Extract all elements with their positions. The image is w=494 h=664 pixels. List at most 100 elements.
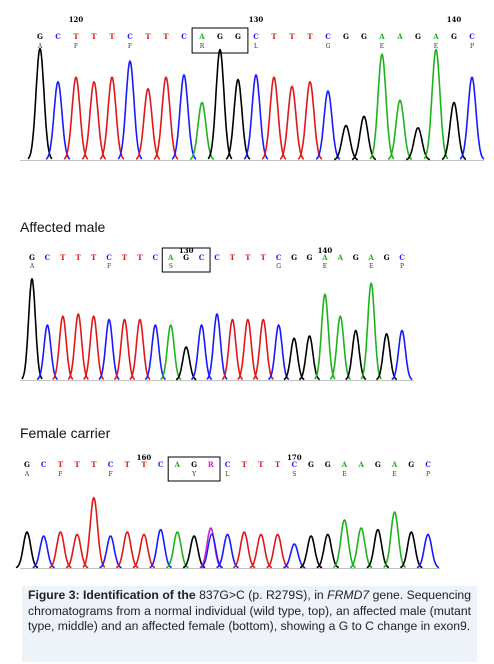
caption-body: gene. Sequencing chromatograms from a no…	[28, 588, 471, 633]
base-call: G	[451, 32, 457, 41]
position-number: 130	[249, 15, 264, 24]
base-call: G	[217, 32, 223, 41]
position-number: 130	[179, 246, 194, 255]
trace-peak	[283, 543, 306, 569]
secondary-call: E	[392, 471, 396, 478]
base-call: C	[325, 32, 331, 41]
base-call: T	[109, 32, 115, 41]
trace-peak	[243, 74, 269, 160]
panel-label-female-carrier: Female carrier	[20, 425, 111, 441]
base-call: C	[276, 253, 282, 262]
trace-peak	[129, 318, 151, 380]
trace-peak	[115, 531, 139, 569]
trace-peak	[315, 90, 341, 160]
base-call: G	[235, 32, 241, 41]
secondary-call: E	[342, 471, 346, 478]
base-call: G	[308, 460, 314, 469]
base-call: C	[55, 32, 61, 41]
position-number: 160	[137, 453, 152, 462]
trace-peak	[27, 47, 53, 160]
trace-peak	[441, 101, 467, 161]
trace-peak	[345, 329, 367, 381]
trace-peak	[82, 496, 106, 568]
trace-peak	[182, 535, 206, 569]
base-call: C	[425, 460, 431, 469]
secondary-call: F	[107, 263, 111, 270]
base-call: T	[275, 460, 281, 469]
trace-peak	[391, 329, 413, 381]
base-call: T	[73, 32, 79, 41]
base-call: T	[91, 253, 97, 262]
trace-peak	[175, 346, 197, 381]
trace-peak	[165, 531, 189, 569]
secondary-call: P	[426, 471, 430, 478]
base-call: A	[396, 32, 403, 41]
base-call: T	[91, 32, 97, 41]
base-call: A	[341, 460, 348, 469]
base-call: T	[145, 32, 151, 41]
trace-peak	[232, 531, 256, 569]
trace-peak	[15, 531, 39, 569]
base-call: A	[391, 460, 398, 469]
trace-peak	[32, 535, 55, 569]
position-number: 120	[69, 15, 84, 24]
base-call: T	[60, 253, 66, 262]
secondary-call: P	[400, 263, 404, 270]
base-call: C	[106, 253, 112, 262]
base-call: A	[357, 460, 364, 469]
trace-peak-secondary	[200, 533, 224, 569]
base-call: T	[271, 32, 277, 41]
base-call: A	[378, 32, 385, 41]
caption-gene: FRMD7	[327, 588, 370, 602]
base-call: G	[37, 32, 43, 41]
chromatogram-wild-type: G C T T T C T T C A G G C T T T C G G A A G A G C A F F R L G E E P 120 130…	[0, 0, 494, 170]
trace-peak	[149, 528, 173, 569]
trace-peak	[423, 48, 449, 160]
secondary-call: S	[292, 471, 296, 478]
trace-peak	[21, 277, 43, 380]
trace-peak	[283, 337, 305, 381]
trace-peak	[387, 99, 413, 160]
trace-peak	[266, 533, 289, 569]
trace-peak	[297, 81, 323, 160]
trace-peak	[99, 535, 122, 569]
trace-peak	[369, 53, 395, 160]
base-call: A	[337, 253, 344, 262]
base-call: G	[183, 253, 189, 262]
trace-peak	[153, 76, 179, 160]
base-call: C	[45, 253, 51, 262]
base-call: T	[258, 460, 264, 469]
base-call: G	[384, 253, 390, 262]
position-number: 140	[447, 15, 462, 24]
trace-peak	[366, 528, 390, 569]
secondary-call: A	[24, 471, 30, 478]
caption-mutation: 837G>C (p. R279S), in	[199, 588, 328, 602]
trace-peak	[117, 60, 143, 160]
base-call: T	[58, 460, 64, 469]
base-call: T	[163, 32, 169, 41]
trace-peak	[349, 527, 373, 569]
secondary-call: G	[326, 43, 331, 50]
base-call: G	[29, 253, 35, 262]
trace-peak	[52, 315, 74, 380]
base-call: G	[191, 460, 197, 469]
base-call: G	[343, 32, 349, 41]
base-call: T	[230, 253, 236, 262]
base-call: C	[181, 32, 187, 41]
trace-peak	[299, 535, 323, 569]
secondary-call: E	[369, 263, 373, 270]
secondary-call: E	[434, 43, 438, 50]
secondary-call: F	[108, 471, 112, 478]
mutation-highlight-box	[191, 27, 249, 54]
secondary-call: R	[200, 43, 205, 50]
trace-peak	[67, 313, 89, 380]
mutation-highlight-box	[161, 247, 211, 273]
trace-peak	[314, 293, 336, 380]
base-call: C	[292, 460, 298, 469]
trace-peak	[82, 315, 105, 380]
figure-caption: Figure 3: Identification of the 837G>C (…	[22, 586, 477, 662]
base-call: C	[253, 32, 259, 41]
base-call: T	[245, 253, 251, 262]
